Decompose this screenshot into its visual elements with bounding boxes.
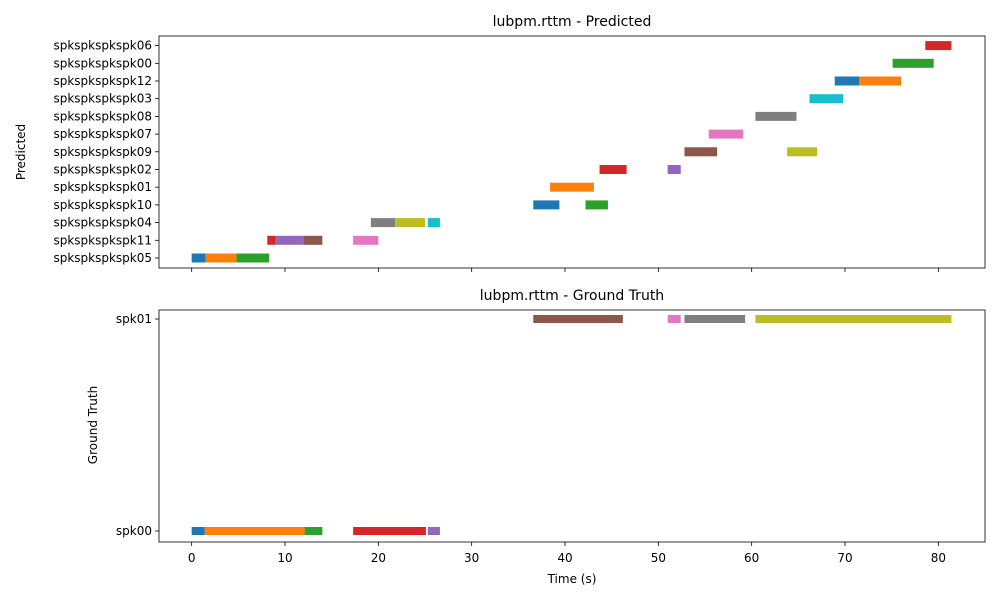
ground-truth-x-tick-label: 30 xyxy=(464,551,479,565)
predicted-segment xyxy=(353,235,379,245)
predicted-axes-frame xyxy=(158,35,986,269)
predicted-segment xyxy=(303,235,323,245)
predicted-segment xyxy=(267,235,276,245)
ground-truth-segments xyxy=(191,315,952,535)
ground-truth-x-tick-label: 10 xyxy=(277,551,292,565)
predicted-y-tick-label: spkspkspkspk00 xyxy=(53,56,152,70)
ground-truth-x-ticks: 0 10 20 30 40 50 60 70 80 xyxy=(188,542,946,565)
predicted-segment xyxy=(585,200,608,210)
predicted-segment xyxy=(427,218,440,228)
ground-truth-panel: lubpm.rttm - Ground Truth Ground Truth s… xyxy=(86,288,986,586)
x-axis-label: Time (s) xyxy=(547,572,597,586)
ground-truth-axes-frame xyxy=(158,309,986,543)
predicted-segment xyxy=(395,218,425,228)
predicted-y-tick-label: spkspkspkspk04 xyxy=(53,216,152,230)
ground-truth-segment xyxy=(684,315,746,323)
ground-truth-x-tick-label: 60 xyxy=(744,551,759,565)
predicted-y-ticks: spkspkspkspk05 spkspkspkspk11 spkspkspkspk… xyxy=(53,39,159,265)
predicted-segment xyxy=(684,147,718,157)
predicted-y-tick-label: spkspkspkspk02 xyxy=(53,163,152,177)
predicted-segment xyxy=(834,76,859,86)
predicted-segment xyxy=(925,41,952,51)
predicted-y-tick-label: spkspkspkspk01 xyxy=(53,180,152,194)
predicted-segment xyxy=(667,165,681,174)
predicted-segment xyxy=(755,111,797,121)
predicted-segments xyxy=(191,41,952,263)
ground-truth-segment xyxy=(204,527,305,535)
predicted-segment xyxy=(859,76,901,86)
ground-truth-y-ticks: spk00 spk01 xyxy=(116,312,159,538)
predicted-segment xyxy=(275,235,304,245)
ground-truth-segment xyxy=(755,315,952,323)
ground-truth-ylabel: Ground Truth xyxy=(86,386,100,464)
ground-truth-x-tick-label: 0 xyxy=(188,551,196,565)
predicted-y-tick-label: spkspkspkspk08 xyxy=(53,109,152,123)
predicted-segment xyxy=(809,94,844,104)
predicted-segment xyxy=(708,129,744,139)
predicted-segment xyxy=(550,182,594,192)
predicted-segment xyxy=(236,253,270,263)
ground-truth-x-tick-label: 50 xyxy=(651,551,666,565)
ground-truth-y-tick-label: spk00 xyxy=(116,524,152,538)
predicted-segment xyxy=(205,253,237,263)
predicted-y-tick-label: spkspkspkspk03 xyxy=(53,92,152,106)
predicted-y-tick-label: spkspkspkspk06 xyxy=(53,39,152,53)
ground-truth-segment xyxy=(353,527,426,535)
predicted-title: lubpm.rttm - Predicted xyxy=(493,14,652,30)
ground-truth-x-tick-label: 20 xyxy=(371,551,386,565)
predicted-y-tick-label: spkspkspkspk10 xyxy=(53,198,152,212)
predicted-segment xyxy=(599,165,627,174)
predicted-y-tick-label: spkspkspkspk09 xyxy=(53,145,152,159)
ground-truth-segment xyxy=(667,315,681,323)
ground-truth-segment xyxy=(191,527,205,535)
predicted-segment xyxy=(191,253,206,263)
ground-truth-x-tick-label: 70 xyxy=(837,551,852,565)
predicted-segment xyxy=(787,147,817,157)
predicted-y-tick-label: spkspkspkspk12 xyxy=(53,74,152,88)
predicted-y-tick-label: spkspkspkspk11 xyxy=(53,233,152,247)
predicted-panel: lubpm.rttm - Predicted Predicted spkspks… xyxy=(14,14,986,272)
predicted-x-ticks xyxy=(191,268,939,272)
ground-truth-y-tick-label: spk01 xyxy=(116,312,152,326)
ground-truth-segment xyxy=(533,315,623,323)
ground-truth-x-tick-label: 40 xyxy=(557,551,572,565)
predicted-segment xyxy=(892,58,934,68)
ground-truth-x-tick-label: 80 xyxy=(931,551,946,565)
predicted-y-tick-label: spkspkspkspk07 xyxy=(53,127,152,141)
predicted-y-tick-label: spkspkspkspk05 xyxy=(53,251,152,265)
ground-truth-segment xyxy=(427,527,440,535)
predicted-segment xyxy=(370,218,396,228)
predicted-segment xyxy=(533,200,560,210)
predicted-ylabel: Predicted xyxy=(14,124,28,180)
ground-truth-segment xyxy=(304,527,323,535)
ground-truth-title: lubpm.rttm - Ground Truth xyxy=(480,288,664,304)
